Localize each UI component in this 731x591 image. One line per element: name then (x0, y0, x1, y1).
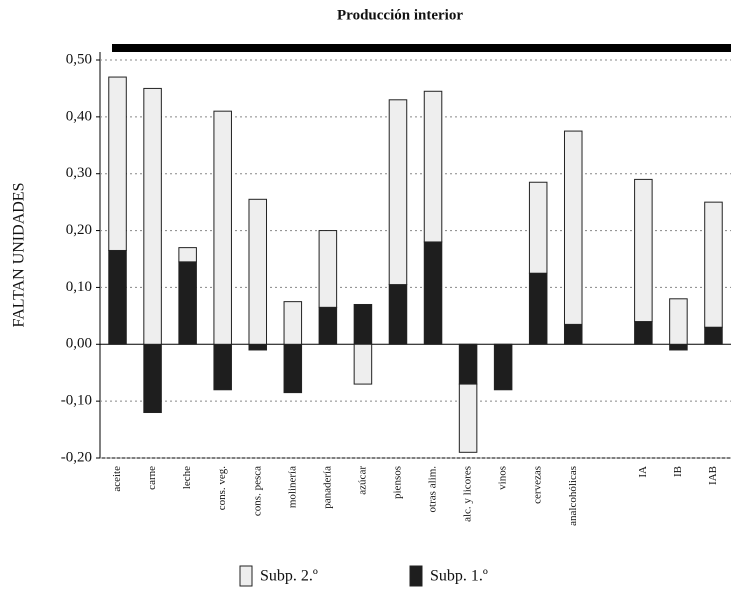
bar (634, 321, 653, 345)
bar (458, 383, 478, 453)
bar (704, 201, 723, 328)
x-tick-label: molinería (286, 466, 298, 508)
bar (704, 326, 723, 345)
x-tick-label: aceite (111, 466, 123, 492)
bar (353, 343, 373, 385)
bar (178, 247, 197, 263)
x-tick-label: panadería (321, 466, 333, 509)
bar (458, 343, 478, 385)
y-tick-label: 0,50 (66, 51, 92, 67)
x-tick-label: cons. pesca (251, 466, 263, 516)
bar (388, 99, 408, 286)
x-tick-label: alc. y licores (462, 466, 474, 522)
bar (493, 343, 513, 391)
x-tick-label: azúcar (356, 466, 368, 495)
bar (318, 230, 338, 308)
bar (353, 303, 373, 345)
y-tick-label: 0,40 (66, 108, 92, 124)
bar (213, 110, 232, 345)
bar (669, 343, 688, 351)
chart-title: Producción interior (337, 7, 463, 23)
bar (143, 87, 162, 345)
y-tick-label: 0,10 (66, 279, 92, 295)
bar (388, 284, 408, 345)
bar (318, 306, 338, 345)
bar (528, 272, 548, 345)
bar (528, 181, 548, 274)
x-tick-label: cons. veg. (216, 466, 228, 511)
bar (108, 76, 127, 251)
x-tick-label: IB (672, 466, 684, 477)
y-tick-label: -0,10 (61, 393, 92, 409)
bar (563, 130, 583, 325)
bar (178, 261, 197, 345)
bar (669, 298, 688, 345)
y-tick-label: -0,20 (61, 449, 92, 465)
legend-label: Subp. 2.º (260, 568, 318, 585)
y-tick-label: 0,00 (66, 336, 92, 352)
x-tick-label: leche (181, 466, 193, 489)
y-tick-label: 0,30 (66, 165, 92, 181)
x-tick-label: IAB (707, 466, 719, 485)
bar (423, 241, 443, 345)
top-band (112, 44, 731, 52)
x-tick-label: cervezas (532, 466, 544, 504)
bar (283, 343, 303, 394)
bar (248, 343, 268, 351)
bar (634, 178, 653, 323)
x-tick-label: IA (637, 466, 649, 478)
bar (143, 343, 162, 414)
x-tick-label: carne (146, 466, 158, 490)
legend-swatch (409, 565, 423, 587)
x-tick-label: otras alim. (427, 466, 439, 513)
x-tick-label: analcohólicas (567, 466, 579, 526)
bar (248, 198, 268, 345)
bar (423, 90, 443, 243)
bar (563, 323, 583, 345)
legend-swatch (239, 565, 253, 587)
legend-label: Subp. 1.º (430, 568, 488, 585)
bar (283, 301, 303, 345)
y-axis-label: FALTAN UNIDADES (11, 183, 28, 328)
y-tick-label: 0,20 (66, 222, 92, 238)
bar (213, 343, 232, 391)
bar (108, 249, 127, 345)
x-tick-label: vinos (497, 466, 509, 490)
x-tick-label: piensos (392, 466, 404, 499)
